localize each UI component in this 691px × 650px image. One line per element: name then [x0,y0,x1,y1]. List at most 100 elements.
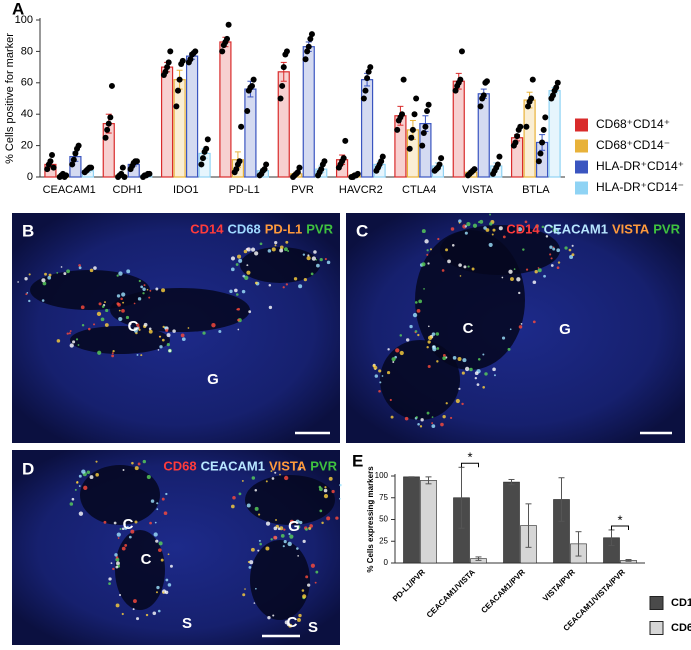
data-point [422,123,429,130]
significance-label: * [467,450,472,465]
y-tick-label: 100 [15,14,33,26]
speckle [472,223,478,228]
panel-label: C [356,221,368,240]
speckle [69,343,74,348]
speckle [339,483,342,487]
speckle [323,488,328,493]
speckle [569,254,574,260]
speckle [489,222,493,226]
speckle [482,353,485,356]
speckle [390,415,394,419]
speckle [308,526,312,530]
dark-lumen [250,540,310,620]
x-tick-label: CEACAM1/VISTA [425,567,477,619]
speckle [142,287,146,291]
speckle [180,333,185,338]
speckle [274,241,278,245]
data-point [360,95,367,102]
data-point [307,35,314,42]
speckle [295,519,300,524]
data-point [452,87,459,94]
speckle [74,488,77,491]
stain-label: CD14 [506,221,540,236]
speckle [489,213,491,216]
speckle [458,263,462,267]
data-point [294,169,301,176]
speckle [431,422,434,425]
data-point [233,166,240,173]
speckle [552,247,556,251]
speckle [98,302,102,306]
speckle [517,227,523,232]
speckle [445,402,448,405]
speckle [237,318,240,322]
speckle [142,459,146,464]
speckle [557,261,561,264]
speckle [202,331,206,335]
speckle [81,469,86,474]
speckle [265,521,271,526]
speckle [126,269,131,274]
speckle [238,492,242,496]
data-point [174,87,181,94]
speckle [122,301,125,304]
legend-swatch [649,621,664,635]
speckle [513,268,516,270]
speckle [492,228,496,232]
speckle [116,274,119,277]
speckle [169,564,173,568]
legend-swatch [575,139,588,153]
speckle [550,264,554,267]
data-point [537,150,544,157]
data-point [496,153,503,160]
data-point [105,120,112,127]
error-bar [625,559,632,562]
speckle [122,469,125,471]
speckle [124,543,128,547]
speckle [537,268,542,273]
data-point [340,155,347,162]
speckle [96,311,102,317]
speckle [95,473,99,477]
speckle [310,563,316,568]
speckle [126,525,129,528]
data-point [279,82,286,89]
speckle [318,485,322,489]
speckle [270,538,273,541]
data-point [517,123,524,130]
speckle [187,327,190,329]
speckle [404,416,409,421]
region-label: G [288,518,300,535]
speckle [115,603,120,608]
speckle [488,242,493,247]
speckle [78,474,82,478]
speckle [146,288,149,291]
speckle [335,516,339,520]
speckle [457,357,462,361]
speckle [267,249,272,253]
significance-bracket [461,462,479,468]
speckle [432,347,437,352]
legend-label: CD68 [671,622,691,634]
speckle [427,365,431,369]
speckle [128,535,132,539]
speckle [116,561,120,566]
speckle [556,231,560,235]
speckle [471,267,475,271]
x-tick-label: PVR [291,184,314,196]
speckle [97,350,102,355]
data-point [542,114,549,121]
speckle [116,532,121,537]
data-point [523,123,530,130]
data-point [249,82,256,89]
speckle [477,358,481,361]
speckle [326,516,331,521]
region-label: C [123,516,134,533]
speckle [63,272,67,276]
error-bar [508,478,515,486]
speckle [421,262,426,267]
speckle [280,533,285,538]
speckle [298,613,302,618]
